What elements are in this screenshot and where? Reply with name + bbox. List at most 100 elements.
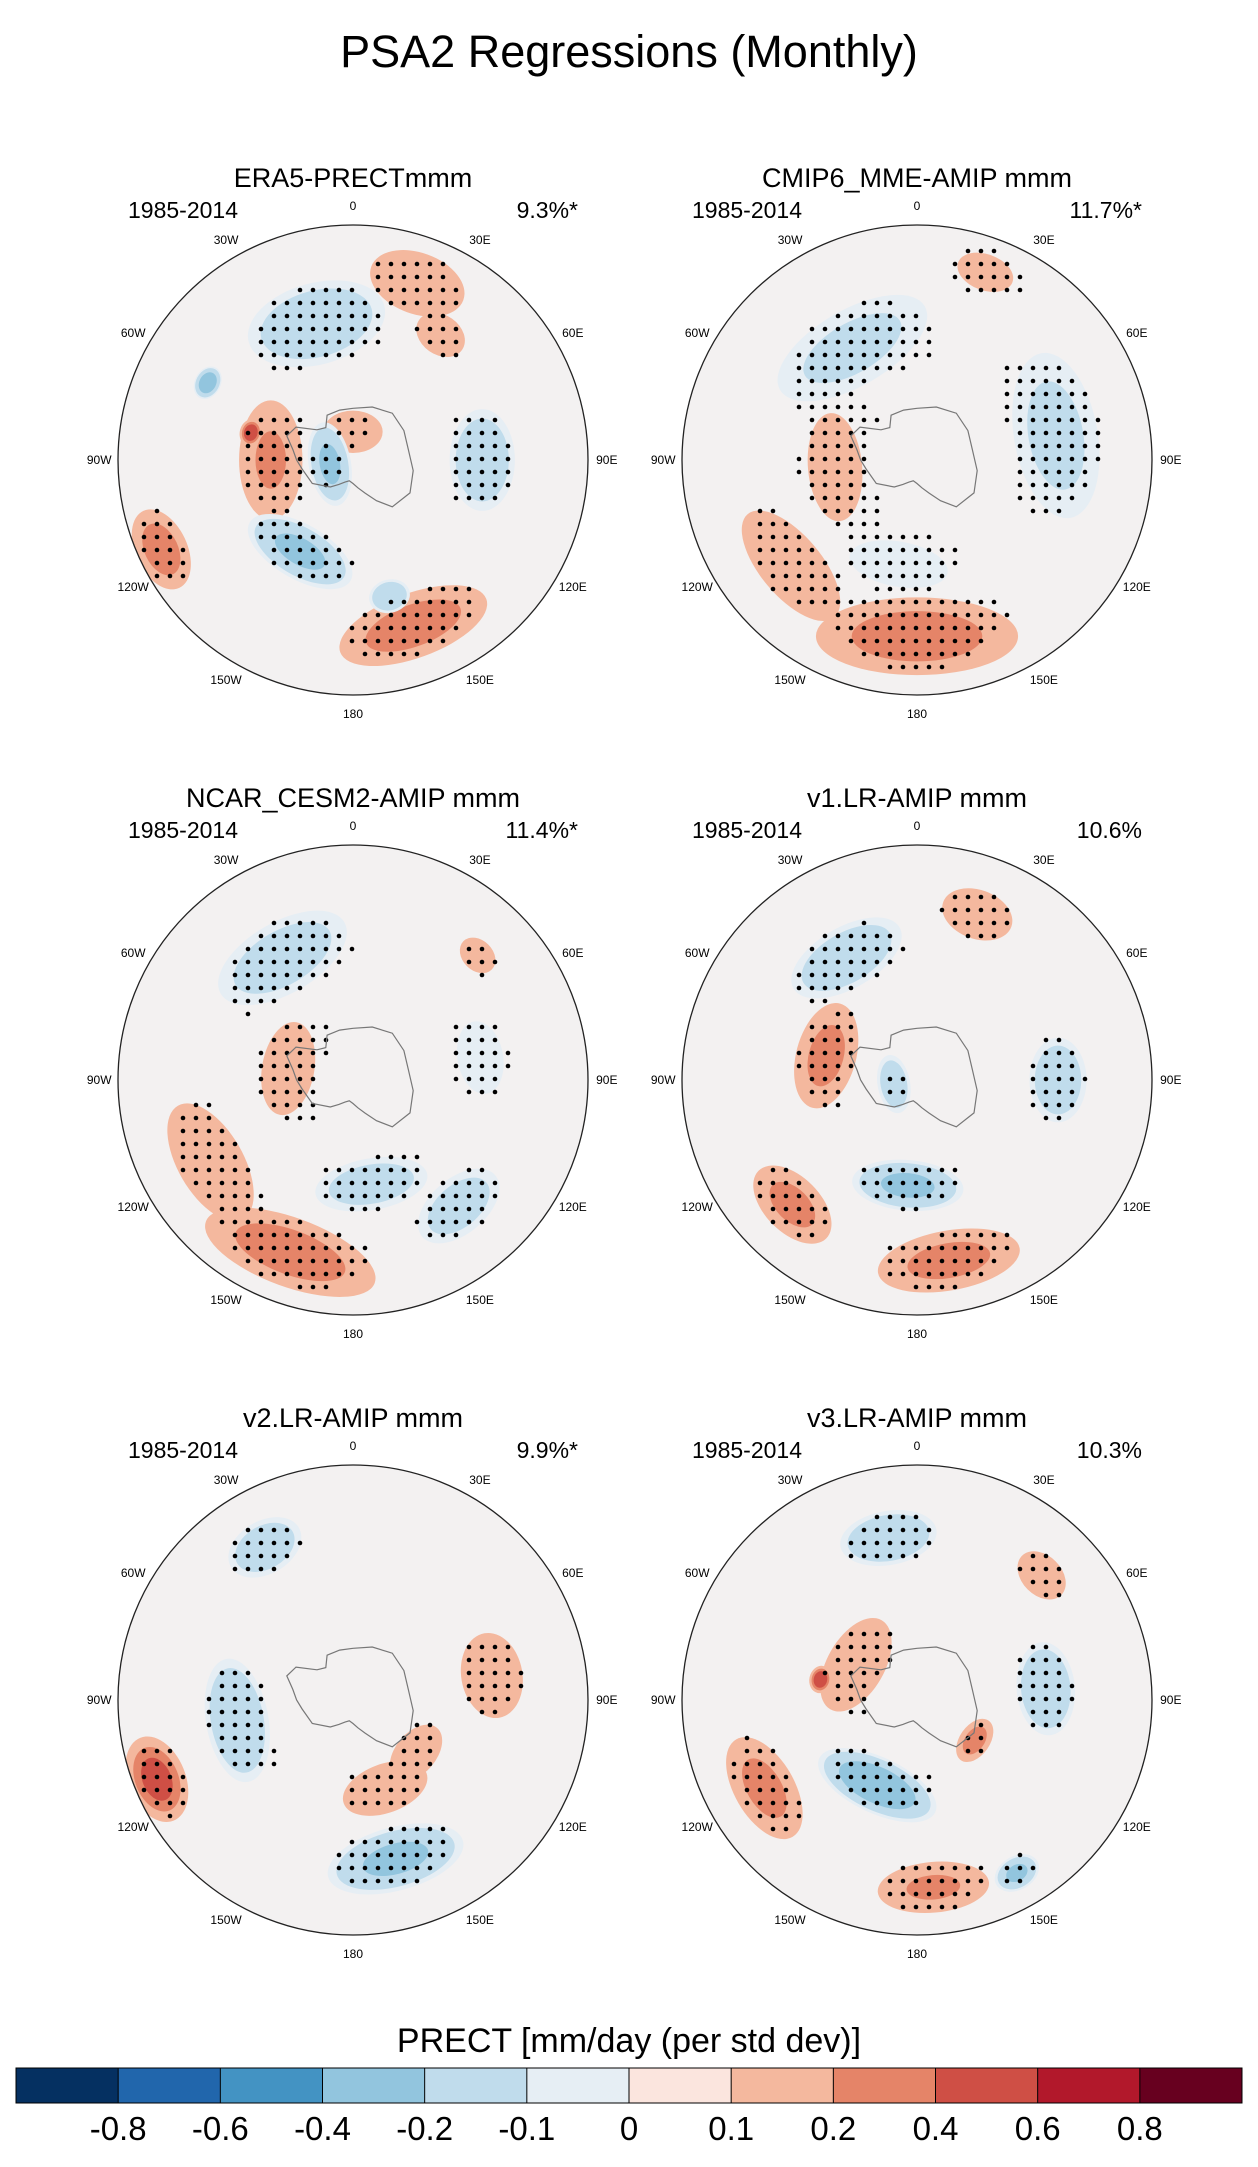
significance-dot (284, 1089, 290, 1095)
significance-dot (978, 599, 984, 605)
significance-dot (939, 573, 945, 579)
significance-dot (362, 638, 368, 644)
significance-dot (258, 1722, 264, 1728)
significance-dot (258, 1761, 264, 1767)
significance-dot (271, 1553, 277, 1559)
lon-label: 30W (214, 853, 239, 867)
significance-dot (453, 1063, 459, 1069)
significance-dot (349, 1193, 355, 1199)
significance-dot (284, 1540, 290, 1546)
significance-dot (336, 560, 342, 566)
significance-dot (835, 586, 841, 592)
significance-dot (874, 560, 880, 566)
significance-dot (323, 1284, 329, 1290)
significance-dot (1030, 378, 1036, 384)
significance-dot (861, 1180, 867, 1186)
significance-dot (874, 313, 880, 319)
significance-dot (349, 443, 355, 449)
significance-dot (232, 1553, 238, 1559)
significance-dot (271, 1761, 277, 1767)
significance-dot (427, 274, 433, 280)
significance-dot (991, 894, 997, 900)
significance-dot (1030, 495, 1036, 501)
lon-label: 0 (350, 1439, 357, 1453)
significance-dot (809, 1037, 815, 1043)
significance-dot (219, 1735, 225, 1741)
significance-dot (757, 547, 763, 553)
significance-dot (1030, 508, 1036, 514)
significance-dot (835, 625, 841, 631)
significance-dot (271, 326, 277, 332)
significance-dot (809, 586, 815, 592)
significance-dot (310, 339, 316, 345)
significance-dot (809, 1050, 815, 1056)
significance-dot (1069, 456, 1075, 462)
map-border (117, 844, 589, 1316)
significance-dot (848, 1761, 854, 1767)
significance-dot (349, 430, 355, 436)
significance-dot (796, 1219, 802, 1225)
significance-dot (271, 1271, 277, 1277)
significance-dot (479, 1644, 485, 1650)
significance-dot (258, 339, 264, 345)
lon-label: 30W (778, 1473, 803, 1487)
significance-dot (466, 1696, 472, 1702)
significance-dot (1017, 1852, 1023, 1858)
panel-percent: 11.7%* (1070, 197, 1143, 223)
significance-dot (492, 1024, 498, 1030)
significance-dot (440, 1232, 446, 1238)
significance-dot (848, 638, 854, 644)
significance-dot (427, 300, 433, 306)
significance-dot (809, 482, 815, 488)
significance-dot (913, 1245, 919, 1251)
significance-dot (978, 1865, 984, 1871)
significance-dot (874, 599, 880, 605)
significance-dot (466, 612, 472, 618)
contour-fill (849, 540, 948, 589)
significance-dot (323, 326, 329, 332)
significance-dot (414, 1865, 420, 1871)
significance-dot (861, 482, 867, 488)
significance-dot (271, 1050, 277, 1056)
significance-dot (479, 1180, 485, 1186)
significance-dot (1017, 1670, 1023, 1676)
significance-dot (206, 1180, 212, 1186)
significance-dot (284, 1115, 290, 1121)
lon-label: 180 (343, 1947, 363, 1961)
significance-dot (770, 1800, 776, 1806)
significance-dot (453, 1037, 459, 1043)
significance-dot (492, 1709, 498, 1715)
lon-label: 120E (1123, 1200, 1151, 1214)
significance-dot (336, 339, 342, 345)
significance-dot (848, 1657, 854, 1663)
significance-dot (835, 378, 841, 384)
significance-dot (887, 560, 893, 566)
significance-dot (952, 274, 958, 280)
significance-dot (271, 1063, 277, 1069)
significance-dot (939, 907, 945, 913)
significance-dot (926, 599, 932, 605)
significance-dot (401, 638, 407, 644)
significance-dot (744, 1774, 750, 1780)
lon-label: 60E (562, 946, 583, 960)
significance-dot (1043, 1115, 1049, 1121)
significance-dot (258, 985, 264, 991)
significance-dot (1017, 456, 1023, 462)
significance-dot (323, 1050, 329, 1056)
colorbar-tick-label: -0.1 (498, 2110, 555, 2147)
significance-dot (861, 920, 867, 926)
significance-dot (284, 946, 290, 952)
significance-dot (874, 1540, 880, 1546)
significance-dot (427, 1219, 433, 1225)
significance-dot (731, 1774, 737, 1780)
map-panel: 030E60E90E120E150E180150W120W90W60W30WER… (87, 163, 618, 721)
significance-dot (1069, 443, 1075, 449)
significance-dot (440, 261, 446, 267)
lon-label: 120W (682, 1200, 714, 1214)
significance-dot (219, 1193, 225, 1199)
significance-dot (939, 1180, 945, 1186)
colorbar-swatch (526, 2068, 630, 2103)
significance-dot (874, 339, 880, 345)
significance-dot (822, 417, 828, 423)
significance-dot (796, 469, 802, 475)
